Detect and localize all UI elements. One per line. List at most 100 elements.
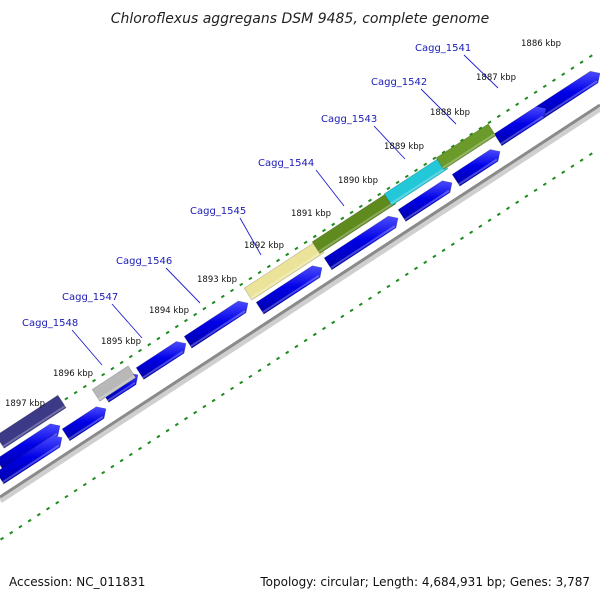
tick-mark bbox=[183, 318, 189, 323]
tick-mark bbox=[239, 380, 244, 385]
highlighted-gene-cagg-1548[interactable] bbox=[0, 394, 67, 449]
tick-mark bbox=[505, 108, 511, 113]
tick-mark bbox=[423, 162, 428, 167]
tick-mark bbox=[101, 470, 106, 475]
highlighted-gene-cagg-1542[interactable] bbox=[435, 123, 497, 170]
tick-mark bbox=[73, 390, 78, 395]
tick-mark bbox=[137, 446, 143, 451]
tick-mark bbox=[367, 296, 373, 301]
gene-label-cagg-1547[interactable]: Cagg_1547 bbox=[62, 292, 118, 303]
tick-mark bbox=[248, 276, 253, 281]
tick-mark bbox=[156, 434, 161, 439]
reverse-gene[interactable] bbox=[255, 265, 323, 315]
gene-label-cagg-1541[interactable]: Cagg_1541 bbox=[415, 43, 471, 54]
tick-mark bbox=[285, 350, 290, 355]
reverse-gene[interactable] bbox=[0, 435, 63, 485]
gene-label-cagg-1544[interactable]: Cagg_1544 bbox=[258, 158, 314, 169]
forward-gene[interactable] bbox=[493, 106, 547, 147]
tick-mark bbox=[193, 410, 198, 415]
highlighted-gene-cagg-1544-shine bbox=[318, 201, 396, 253]
tick-mark bbox=[147, 342, 152, 347]
forward-gene-shine bbox=[542, 80, 598, 118]
reverse-gene[interactable] bbox=[397, 180, 453, 222]
tick-label-1895: 1895 kbp bbox=[101, 337, 141, 347]
tick-mark bbox=[91, 378, 97, 383]
tick-mark bbox=[524, 194, 529, 199]
tick-label-1888: 1888 kbp bbox=[430, 108, 470, 118]
tick-mark bbox=[349, 210, 354, 215]
reverse-gene-shine bbox=[68, 415, 104, 440]
tick-mark bbox=[349, 308, 354, 313]
tick-mark bbox=[423, 260, 428, 265]
tick-label-1894: 1894 kbp bbox=[149, 306, 189, 316]
highlighted-gene-cagg-1547-shine bbox=[98, 375, 136, 401]
tick-mark bbox=[211, 398, 216, 403]
tick-mark bbox=[275, 356, 281, 361]
forward-gene-shine bbox=[107, 382, 136, 402]
tick-mark bbox=[285, 252, 290, 257]
tick-mark bbox=[331, 222, 336, 227]
tick-mark bbox=[377, 192, 382, 197]
tick-mark bbox=[257, 368, 262, 373]
tick-mark bbox=[579, 60, 584, 65]
gene-label-cagg-1546[interactable]: Cagg_1546 bbox=[116, 256, 172, 267]
tick-mark bbox=[174, 324, 179, 329]
tick-mark bbox=[110, 366, 115, 371]
tick-mark bbox=[27, 518, 32, 523]
reverse-gene-shine bbox=[2, 444, 60, 484]
forward-gene[interactable] bbox=[183, 300, 249, 349]
highlighted-gene-cagg-1548-shine bbox=[2, 405, 66, 448]
forward-gene-shine bbox=[142, 350, 184, 379]
tick-mark bbox=[459, 236, 465, 241]
tick-mark bbox=[533, 188, 538, 193]
tick-mark bbox=[64, 396, 69, 401]
tick-label-1892: 1892 kbp bbox=[244, 241, 284, 251]
tick-mark bbox=[542, 84, 547, 89]
tick-mark bbox=[487, 120, 492, 125]
tick-mark bbox=[515, 102, 520, 107]
tick-mark bbox=[312, 234, 317, 239]
tick-mark bbox=[570, 66, 575, 71]
reverse-gene[interactable] bbox=[61, 406, 107, 442]
reverse-gene[interactable] bbox=[323, 215, 399, 271]
tick-mark bbox=[119, 458, 124, 463]
leader-cagg-1544 bbox=[315, 169, 345, 207]
tick-label-1896: 1896 kbp bbox=[53, 369, 93, 379]
tick-mark bbox=[515, 200, 520, 205]
tick-mark bbox=[165, 330, 170, 335]
forward-gene[interactable] bbox=[135, 341, 187, 380]
tick-mark bbox=[386, 186, 391, 191]
highlighted-genes bbox=[0, 123, 497, 449]
tick-mark bbox=[551, 176, 557, 181]
highlighted-gene-cagg-1545-shine bbox=[250, 250, 324, 300]
tick-mark bbox=[561, 170, 566, 175]
tick-mark bbox=[331, 320, 336, 325]
reverse-gene[interactable] bbox=[451, 149, 501, 187]
tick-mark bbox=[202, 404, 207, 409]
reverse-gene-shine bbox=[404, 190, 450, 221]
tick-mark bbox=[312, 332, 317, 337]
tick-mark bbox=[450, 144, 455, 149]
backbone-shadow bbox=[0, 105, 600, 503]
gene-label-cagg-1548[interactable]: Cagg_1548 bbox=[22, 318, 78, 329]
tick-mark bbox=[588, 54, 593, 59]
tick-mark bbox=[82, 482, 87, 487]
tick-mark bbox=[275, 258, 281, 263]
tick-mark bbox=[266, 362, 271, 367]
tick-mark bbox=[220, 294, 225, 299]
tick-mark bbox=[211, 300, 216, 305]
tick-mark bbox=[55, 500, 60, 505]
tick-mark bbox=[128, 452, 133, 457]
tick-mark bbox=[395, 278, 400, 283]
tick-mark bbox=[487, 218, 492, 223]
tick-mark bbox=[367, 198, 373, 203]
reverse-gene-shine bbox=[458, 158, 498, 186]
tick-mark bbox=[239, 282, 244, 287]
highlighted-gene-cagg-1547[interactable] bbox=[91, 365, 137, 402]
tick-mark bbox=[156, 336, 161, 341]
gene-label-cagg-1545[interactable]: Cagg_1545 bbox=[190, 206, 246, 217]
reverse-strand-genes bbox=[0, 149, 501, 485]
tick-mark bbox=[321, 228, 327, 233]
gene-label-cagg-1542[interactable]: Cagg_1542 bbox=[371, 77, 427, 88]
gene-label-cagg-1543[interactable]: Cagg_1543 bbox=[321, 114, 377, 125]
